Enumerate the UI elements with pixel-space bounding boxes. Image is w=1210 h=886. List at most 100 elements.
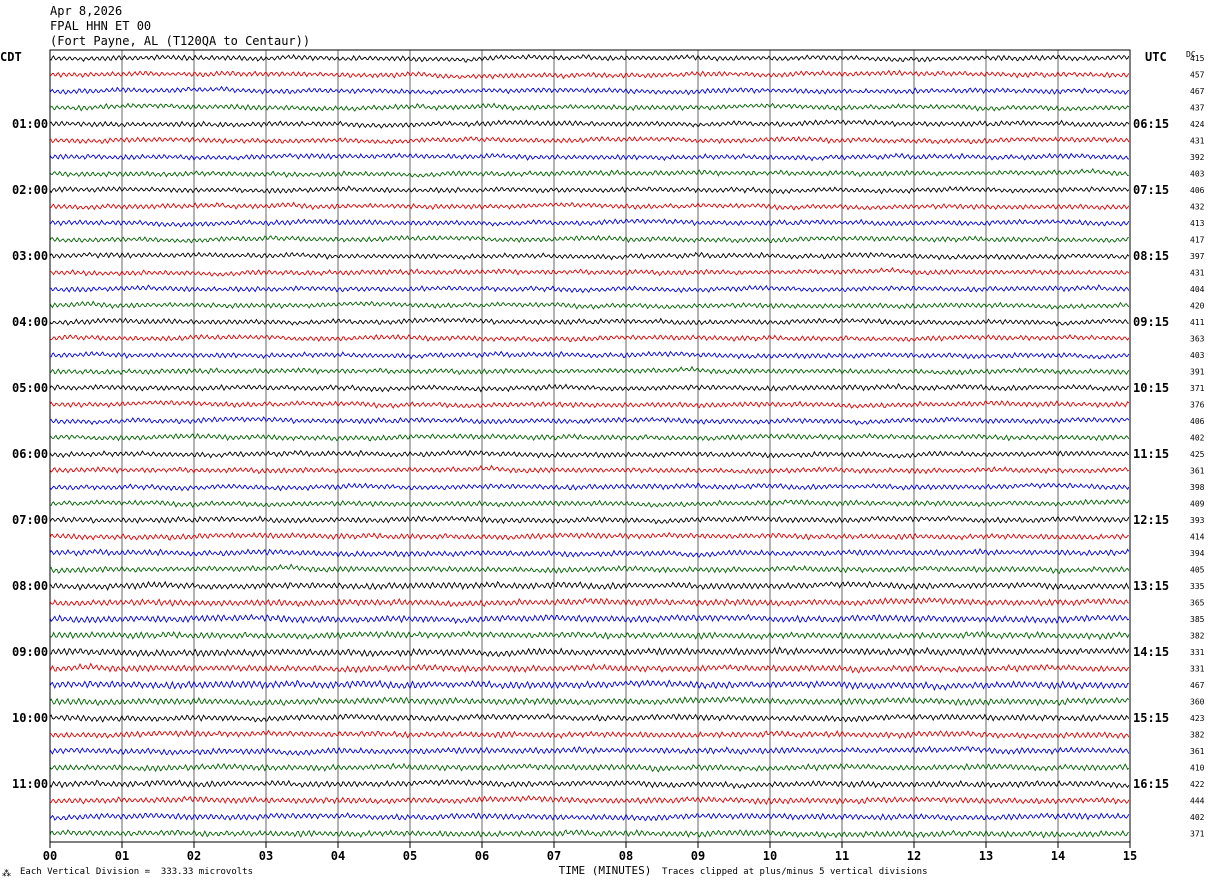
right-hour-label: 06:15 [1133,117,1169,131]
right-hour-label: 11:15 [1133,447,1169,461]
trace-37 [49,646,1130,658]
trace-39 [49,679,1129,691]
station-location: (Fort Payne, AL (T120QA to Centaur)) [50,34,311,48]
trace-16 [49,300,1130,310]
left-hour-label: 09:00 [12,645,48,659]
dc-offset-label: 361 [1190,467,1205,476]
dc-offset-label: 406 [1190,417,1205,426]
trace-42 [49,729,1130,740]
trace-24 [49,432,1130,442]
dc-offset-label: 437 [1190,104,1205,113]
trace-10 [49,201,1130,211]
left-hour-label: 06:00 [12,447,48,461]
dc-offset-label: 422 [1190,780,1205,789]
dc-column-label: DC [1186,50,1196,59]
x-tick-label: 01 [115,849,129,863]
trace-43 [49,745,1130,756]
trace-19 [49,350,1130,360]
dc-offset-label: 405 [1190,566,1205,575]
dc-offset-label: 404 [1190,285,1205,294]
x-tick-label: 14 [1051,849,1065,863]
trace-28 [50,498,1130,508]
trace-48 [49,829,1130,839]
trace-46 [49,795,1130,806]
trace-38 [49,662,1130,674]
trace-47 [49,812,1130,822]
dc-offset-label: 371 [1190,384,1205,393]
left-timezone-label: CDT [0,50,22,64]
dc-offset-label: 444 [1190,797,1205,806]
right-hour-label: 12:15 [1133,513,1169,527]
trace-17 [49,317,1129,327]
dc-offset-label: 410 [1190,764,1205,773]
left-hour-label: 08:00 [12,579,48,593]
dc-offset-label: 431 [1190,137,1205,146]
trace-15 [49,284,1130,294]
trace-4 [49,102,1130,112]
trace-3 [49,85,1130,96]
dc-offset-label: 397 [1190,252,1205,261]
trace-30 [49,531,1129,541]
dc-offset-label: 420 [1190,302,1205,311]
x-tick-label: 00 [43,849,57,863]
dc-offset-label: 361 [1190,747,1205,756]
dc-offset-label: 393 [1190,516,1205,525]
trace-21 [49,383,1130,393]
trace-33 [49,580,1130,591]
x-tick-label: 05 [403,849,417,863]
dc-offset-label: 382 [1190,731,1205,740]
trace-41 [49,713,1130,723]
dc-offset-label: 403 [1190,351,1205,360]
dc-offset-label: 391 [1190,368,1205,377]
dc-offset-label: 331 [1190,665,1205,674]
dc-offset-label: 335 [1190,582,1205,591]
trace-40 [49,695,1130,707]
dc-offset-label: 467 [1190,681,1205,690]
right-hour-label: 10:15 [1133,381,1169,395]
dc-offset-label: 409 [1190,500,1205,509]
trace-6 [49,135,1130,145]
trace-27 [49,482,1130,492]
dc-offset-label: 376 [1190,401,1205,410]
left-hour-label: 03:00 [12,249,48,263]
x-tick-label: 03 [259,849,273,863]
dc-offset-label: 392 [1190,153,1205,162]
trace-12 [49,234,1129,244]
trace-45 [49,779,1130,790]
trace-9 [49,185,1130,195]
dc-offset-label: 363 [1190,335,1205,344]
clip-note: Traces clipped at plus/minus 5 vertical … [662,867,928,877]
x-tick-label: 06 [475,849,489,863]
right-timezone-label: UTC [1145,50,1167,64]
left-hour-label: 10:00 [12,711,48,725]
x-tick-label: 02 [187,849,201,863]
trace-8 [49,167,1129,178]
x-tick-label: 10 [763,849,777,863]
trace-34 [49,597,1129,608]
x-tick-label: 11 [835,849,849,863]
trace-31 [49,547,1130,558]
trace-29 [49,515,1130,525]
dc-offset-label: 360 [1190,698,1205,707]
dc-offset-label: 331 [1190,648,1205,657]
dc-offset-label: 406 [1190,186,1205,195]
right-hour-label: 09:15 [1133,315,1169,329]
station-id: FPAL HHN ET 00 [50,19,152,33]
trace-36 [49,630,1130,641]
trace-18 [49,333,1130,343]
x-tick-label: 07 [547,849,561,863]
dc-offset-label: 467 [1190,87,1205,96]
dc-offset-label: 425 [1190,450,1205,459]
right-hour-label: 15:15 [1133,711,1169,725]
dc-offset-label: 402 [1190,434,1205,443]
trace-13 [49,251,1130,261]
trace-22 [49,400,1130,409]
dc-offset-label: 414 [1190,533,1205,542]
dc-offset-label: 398 [1190,483,1205,492]
trace-11 [49,218,1130,228]
dc-offset-label: 394 [1190,549,1205,558]
x-tick-label: 08 [619,849,633,863]
dc-offset-label: 457 [1190,71,1205,80]
trace-25 [49,449,1130,459]
trace-26 [49,464,1129,475]
